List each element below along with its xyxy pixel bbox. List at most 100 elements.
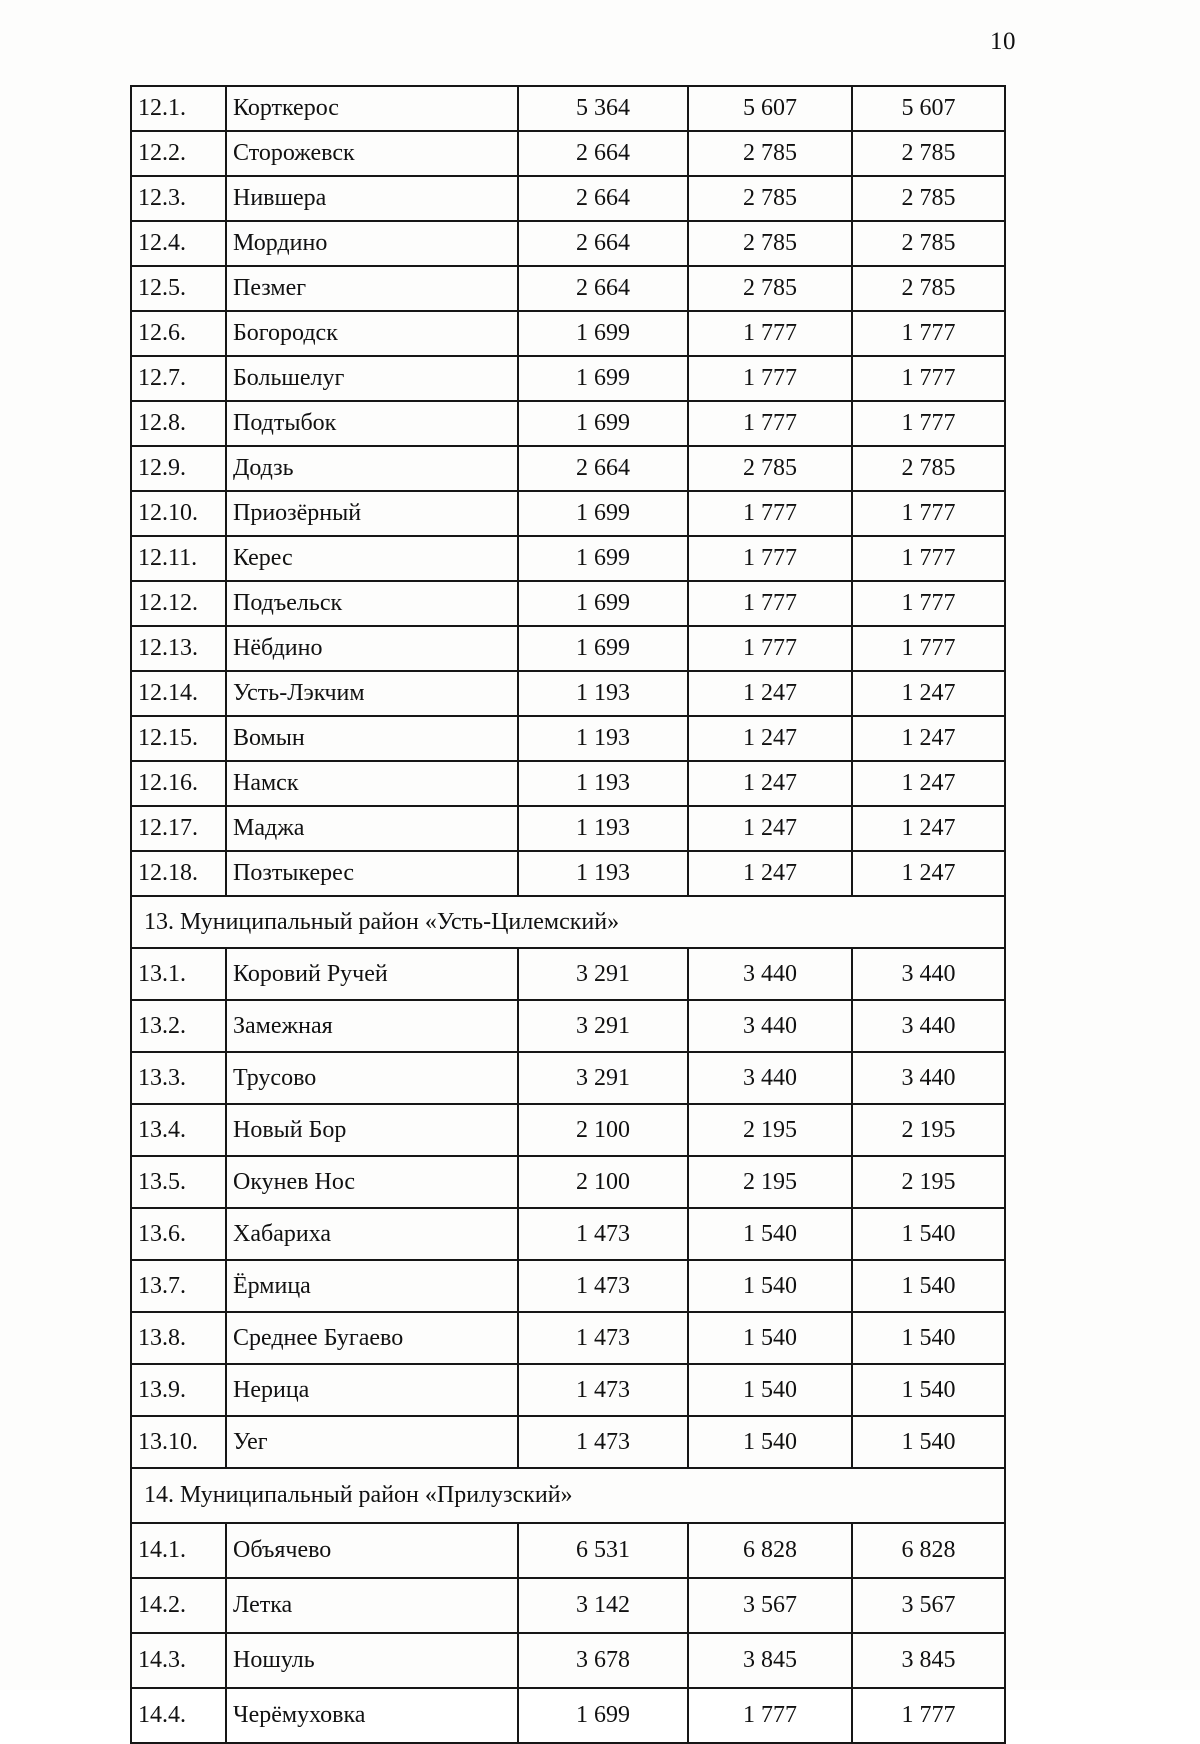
table-row: 13.8. Среднее Бугаево 1 473 1 540 1 540 (130, 1311, 1006, 1365)
cell-row-number: 12.10. (130, 490, 227, 537)
table-row: 12.9. Додзь 2 664 2 785 2 785 (130, 445, 1006, 492)
cell-settlement-name: Среднее Бугаево (225, 1311, 519, 1365)
cell-settlement-name: Приозёрный (225, 490, 519, 537)
table-row: 12.11. Керес 1 699 1 777 1 777 (130, 535, 1006, 582)
cell-value-2: 3 567 (687, 1577, 853, 1634)
cell-value-1: 1 473 (517, 1207, 689, 1261)
cell-settlement-name: Летка (225, 1577, 519, 1634)
cell-value-3: 5 607 (851, 85, 1006, 132)
cell-row-number: 12.14. (130, 670, 227, 717)
cell-value-1: 1 193 (517, 670, 689, 717)
cell-value-2: 3 845 (687, 1632, 853, 1689)
cell-value-1: 2 664 (517, 265, 689, 312)
cell-value-1: 2 664 (517, 175, 689, 222)
cell-row-number: 14.2. (130, 1577, 227, 1634)
cell-value-1: 1 699 (517, 355, 689, 402)
cell-row-number: 13.10. (130, 1415, 227, 1469)
table-row: 12.14. Усть-Лэкчим 1 193 1 247 1 247 (130, 670, 1006, 717)
cell-value-3: 6 828 (851, 1522, 1006, 1579)
table-row: 12.4. Мордино 2 664 2 785 2 785 (130, 220, 1006, 267)
table-row: 12.13. Нёбдино 1 699 1 777 1 777 (130, 625, 1006, 672)
cell-settlement-name: Сторожевск (225, 130, 519, 177)
cell-row-number: 12.7. (130, 355, 227, 402)
cell-value-3: 3 440 (851, 947, 1006, 1001)
cell-value-2: 1 777 (687, 580, 853, 627)
cell-value-1: 2 100 (517, 1103, 689, 1157)
cell-value-2: 3 440 (687, 1051, 853, 1105)
cell-value-3: 2 785 (851, 445, 1006, 492)
cell-value-2: 1 247 (687, 715, 853, 762)
cell-value-2: 1 540 (687, 1415, 853, 1469)
cell-row-number: 12.3. (130, 175, 227, 222)
cell-row-number: 12.9. (130, 445, 227, 492)
cell-row-number: 12.13. (130, 625, 227, 672)
cell-value-3: 1 777 (851, 490, 1006, 537)
cell-value-1: 1 473 (517, 1415, 689, 1469)
cell-value-1: 2 100 (517, 1155, 689, 1209)
cell-value-3: 1 247 (851, 850, 1006, 897)
cell-value-1: 3 678 (517, 1632, 689, 1689)
cell-value-2: 3 440 (687, 947, 853, 1001)
page-number: 10 (990, 28, 1016, 55)
cell-value-3: 2 785 (851, 265, 1006, 312)
cell-row-number: 12.5. (130, 265, 227, 312)
table-row: 13.3. Трусово 3 291 3 440 3 440 (130, 1051, 1006, 1105)
table-row: 12.16. Намск 1 193 1 247 1 247 (130, 760, 1006, 807)
table-row: 14.2. Летка 3 142 3 567 3 567 (130, 1577, 1006, 1634)
cell-value-3: 1 777 (851, 1687, 1006, 1744)
table-row: 12.17. Маджа 1 193 1 247 1 247 (130, 805, 1006, 852)
cell-row-number: 12.15. (130, 715, 227, 762)
cell-value-1: 1 699 (517, 625, 689, 672)
cell-value-2: 2 785 (687, 445, 853, 492)
cell-value-1: 1 699 (517, 310, 689, 357)
cell-settlement-name: Керес (225, 535, 519, 582)
cell-settlement-name: Корткерос (225, 85, 519, 132)
cell-row-number: 13.9. (130, 1363, 227, 1417)
cell-value-1: 1 473 (517, 1311, 689, 1365)
table-row: 12.5. Пезмег 2 664 2 785 2 785 (130, 265, 1006, 312)
table-row: 12.15. Вомын 1 193 1 247 1 247 (130, 715, 1006, 762)
cell-value-3: 1 247 (851, 670, 1006, 717)
cell-row-number: 12.2. (130, 130, 227, 177)
cell-value-2: 1 540 (687, 1363, 853, 1417)
cell-value-1: 1 193 (517, 805, 689, 852)
cell-value-2: 1 540 (687, 1311, 853, 1365)
cell-value-2: 2 785 (687, 175, 853, 222)
cell-value-3: 1 247 (851, 715, 1006, 762)
cell-value-3: 3 440 (851, 999, 1006, 1053)
cell-row-number: 12.1. (130, 85, 227, 132)
cell-value-2: 1 247 (687, 760, 853, 807)
cell-settlement-name: Новый Бор (225, 1103, 519, 1157)
cell-value-1: 6 531 (517, 1522, 689, 1579)
cell-value-3: 1 777 (851, 400, 1006, 447)
cell-settlement-name: Ношуль (225, 1632, 519, 1689)
cell-value-3: 1 540 (851, 1259, 1006, 1313)
cell-value-1: 3 291 (517, 999, 689, 1053)
cell-value-2: 1 540 (687, 1207, 853, 1261)
document-page: 10 12.1. Корткерос 5 364 5 607 5 607 12.… (130, 28, 1016, 1744)
cell-settlement-name: Большелуг (225, 355, 519, 402)
cell-settlement-name: Подтыбок (225, 400, 519, 447)
cell-value-3: 2 195 (851, 1155, 1006, 1209)
cell-settlement-name: Маджа (225, 805, 519, 852)
cell-value-3: 1 247 (851, 805, 1006, 852)
table-row: 12.1. Корткерос 5 364 5 607 5 607 (130, 85, 1006, 132)
cell-row-number: 14.3. (130, 1632, 227, 1689)
cell-settlement-name: Коровий Ручей (225, 947, 519, 1001)
section-header-row: 13. Муниципальный район «Усть-Цилемский» (130, 895, 1006, 949)
table-row: 13.9. Нерица 1 473 1 540 1 540 (130, 1363, 1006, 1417)
cell-value-1: 3 291 (517, 947, 689, 1001)
cell-value-2: 1 777 (687, 1687, 853, 1744)
cell-row-number: 13.5. (130, 1155, 227, 1209)
cell-value-3: 1 777 (851, 355, 1006, 402)
cell-settlement-name: Нившера (225, 175, 519, 222)
table-row: 12.6. Богородск 1 699 1 777 1 777 (130, 310, 1006, 357)
cell-settlement-name: Мордино (225, 220, 519, 267)
section-header-text: 13. Муниципальный район «Усть-Цилемский» (130, 895, 1006, 949)
table-row: 14.3. Ношуль 3 678 3 845 3 845 (130, 1632, 1006, 1689)
table-row: 14.1. Объячево 6 531 6 828 6 828 (130, 1522, 1006, 1579)
cell-value-1: 5 364 (517, 85, 689, 132)
cell-value-2: 1 777 (687, 310, 853, 357)
cell-settlement-name: Нерица (225, 1363, 519, 1417)
cell-row-number: 14.1. (130, 1522, 227, 1579)
